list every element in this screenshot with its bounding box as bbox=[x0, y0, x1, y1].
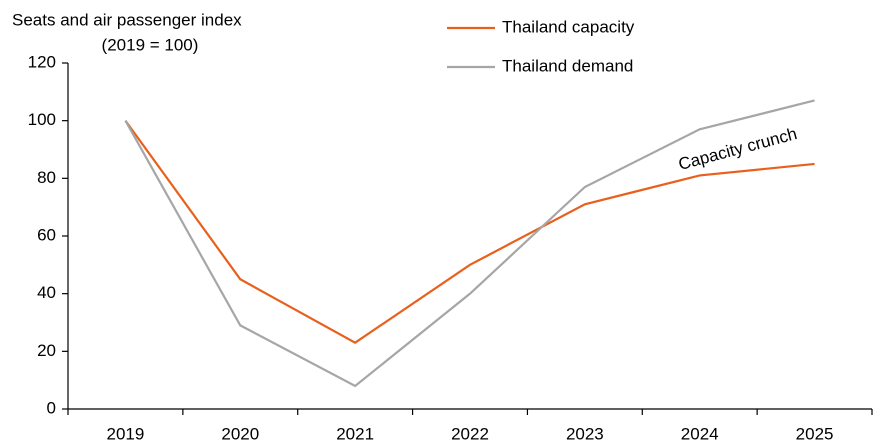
y-tick-label: 120 bbox=[28, 52, 56, 71]
legend-label: Thailand demand bbox=[502, 56, 633, 75]
y-tick-label: 40 bbox=[37, 283, 56, 302]
x-tick-label: 2020 bbox=[221, 424, 259, 443]
y-tick-label: 100 bbox=[28, 110, 56, 129]
y-tick-label: 0 bbox=[47, 398, 56, 417]
x-tick-label: 2021 bbox=[336, 424, 374, 443]
series-line bbox=[124, 99, 815, 388]
y-tick-label: 80 bbox=[37, 168, 56, 187]
legend-label: Thailand capacity bbox=[502, 17, 635, 36]
x-tick-label: 2022 bbox=[451, 424, 489, 443]
series-line bbox=[124, 120, 815, 344]
chart-title: Seats and air passenger index bbox=[12, 10, 242, 29]
chart-subtitle: (2019 = 100) bbox=[102, 35, 199, 54]
x-tick-label: 2023 bbox=[566, 424, 604, 443]
y-tick-label: 20 bbox=[37, 341, 56, 360]
x-tick-label: 2025 bbox=[796, 424, 834, 443]
y-tick-label: 60 bbox=[37, 225, 56, 244]
x-tick-label: 2024 bbox=[681, 424, 719, 443]
x-tick-label: 2019 bbox=[107, 424, 145, 443]
